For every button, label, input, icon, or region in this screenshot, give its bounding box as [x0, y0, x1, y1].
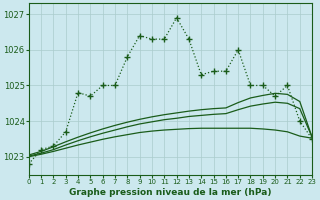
X-axis label: Graphe pression niveau de la mer (hPa): Graphe pression niveau de la mer (hPa) [69, 188, 272, 197]
